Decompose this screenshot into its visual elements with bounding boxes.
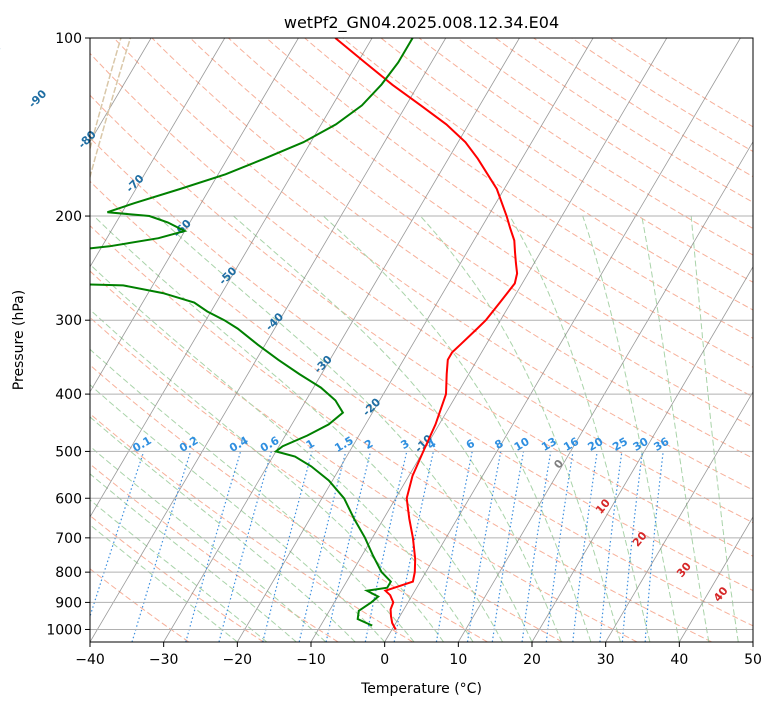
y-tick-label: 900	[55, 595, 82, 611]
isotherm-line	[531, 266, 753, 642]
dry-adiabat-line	[151, 38, 753, 459]
mixing-ratio-line	[545, 451, 574, 642]
mixing-ratio-line	[131, 451, 192, 642]
plot-frame	[89, 37, 754, 643]
mixing-ratio-line	[572, 451, 598, 642]
x-tick-label: −40	[75, 652, 105, 668]
isotherm-line	[605, 391, 753, 642]
background-lines	[90, 38, 753, 642]
moist-adiabat-line	[233, 215, 562, 642]
isotherm-line	[90, 38, 152, 143]
y-tick-label: 1000	[46, 622, 82, 638]
moist-adiabat-line	[420, 215, 621, 642]
mixing-ratio-line	[218, 451, 272, 642]
dry-adiabat-line	[418, 38, 753, 256]
sounding-profiles	[90, 38, 519, 630]
mixing-ratio-line	[90, 451, 145, 619]
dry-adiabat-line	[90, 137, 753, 592]
mixing-ratio-line	[325, 451, 372, 642]
dry-adiabat-line	[228, 38, 753, 398]
moist-adiabat-line	[90, 263, 474, 642]
moist-adiabat-line	[582, 215, 680, 642]
moist-adiabat-line	[90, 416, 356, 642]
x-tick-label: −10	[296, 652, 326, 668]
temperature-profile-line	[334, 38, 519, 630]
chart-title: wetPf2_GN04.2025.008.12.34.E04	[284, 13, 559, 33]
dry-adiabat-line	[90, 52, 753, 524]
dry-adiabat-line	[304, 38, 753, 339]
isotherm-line	[163, 38, 520, 642]
mixing-ratio-line	[364, 451, 408, 642]
isotherm-line	[90, 38, 299, 393]
moist-adiabat-line	[90, 445, 327, 642]
x-tick-label: 0	[380, 652, 389, 668]
moist-adiabat-line	[90, 473, 297, 642]
x-tick-label: 40	[670, 652, 688, 668]
dry-adiabat-line	[189, 38, 753, 428]
moist-adiabat-line	[90, 348, 415, 642]
mixing-ratio-line	[298, 451, 347, 642]
isotherm-line	[457, 140, 753, 642]
dry-adiabat-line	[571, 38, 753, 153]
dry-adiabat-line	[90, 94, 753, 557]
x-tick-label: −30	[149, 652, 179, 668]
dry-adiabat-line	[90, 225, 712, 642]
x-tick-label: 20	[523, 652, 541, 668]
moist-adiabat-line	[90, 499, 268, 642]
y-tick-label: 700	[55, 531, 82, 547]
dry-adiabat-line	[342, 38, 753, 311]
isotherm-line	[90, 38, 373, 518]
x-tick-label: 50	[744, 652, 762, 668]
y-axis-label: Pressure (hPa)	[11, 290, 27, 390]
y-tick-label: 300	[55, 313, 82, 329]
mixing-ratio-line	[185, 451, 242, 642]
boundary-curve	[90, 38, 122, 642]
y-tick-label: 500	[55, 444, 82, 460]
x-tick-label: 30	[597, 652, 615, 668]
mixing-ratio-line	[466, 451, 502, 642]
isotherm-line	[310, 38, 668, 642]
dry-adiabat-line	[266, 38, 753, 368]
dry-adiabat-line	[90, 180, 753, 627]
x-axis-ticks: −40 −30 −20 −10 0 10 20 30 40 50	[75, 642, 762, 668]
moist-adiabat-line	[156, 215, 533, 642]
dry-adiabat-line	[90, 270, 638, 642]
isotherm-line	[678, 516, 753, 642]
moist-adiabat-line	[509, 215, 651, 642]
dry-adiabat-line	[457, 38, 753, 230]
mixing-ratio-line	[521, 451, 552, 642]
x-axis-label: Temperature (°C)	[360, 681, 482, 697]
isotherm-line	[90, 38, 447, 642]
mixing-ratio-line	[262, 451, 313, 642]
mixing-ratio-line	[491, 451, 525, 642]
isotherm-line	[384, 38, 741, 642]
moist-adiabat-line	[322, 215, 592, 642]
y-axis-ticks: 100 200 300 400 500 600 700 800 900 1000	[46, 31, 90, 638]
y-tick-label: 100	[55, 31, 82, 47]
dry-adiabat-line	[90, 364, 488, 642]
y-tick-label: 400	[55, 387, 82, 403]
isotherm-line	[236, 38, 594, 642]
dewpoint-profile-line	[90, 38, 414, 627]
mixing-ratio-line	[435, 451, 473, 642]
y-tick-label: 200	[55, 209, 82, 225]
moist-adiabat-line	[690, 215, 739, 642]
isotherm-line	[90, 38, 226, 268]
moist-adiabat-line	[641, 215, 710, 642]
dry-adiabat-line	[90, 514, 264, 642]
x-tick-label: 10	[449, 652, 467, 668]
y-tick-label: 600	[55, 491, 82, 507]
y-tick-label: 800	[55, 565, 82, 581]
dry-adiabat-line	[90, 316, 563, 642]
plot-area: -100-90-80-70-60-50-40-30-20-100.10.20.4…	[0, 37, 754, 643]
moist-adiabat-line	[90, 308, 444, 642]
moist-adiabat-line	[90, 524, 238, 642]
boundary-curve	[90, 38, 132, 180]
dry-adiabat-line	[495, 38, 753, 203]
x-tick-label: −20	[223, 652, 253, 668]
